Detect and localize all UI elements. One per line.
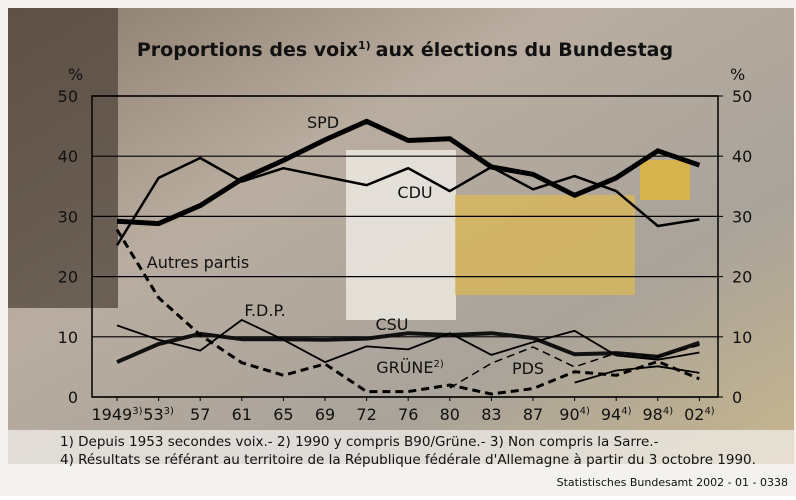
series-note: 2) xyxy=(434,359,444,370)
x-tick-text: 72 xyxy=(356,405,376,424)
y2-tick-label: 0 xyxy=(732,388,742,407)
series-name: CSU xyxy=(375,315,408,334)
footnote: 4) Résultats se référant au territoire d… xyxy=(60,452,756,468)
y2-tick-label: 30 xyxy=(732,207,752,226)
x-tick-text: 1949 xyxy=(92,405,133,424)
series-label: Autres partis xyxy=(147,253,249,272)
chart-title: Proportions des voix1) aux élections du B… xyxy=(137,39,673,61)
series-name: F.D.P. xyxy=(244,301,285,320)
x-tick-text: 98 xyxy=(642,405,662,424)
title-text: aux élections du Bundestag xyxy=(376,39,673,61)
series-label: CDU xyxy=(397,183,432,202)
x-tick-note: 4) xyxy=(663,406,673,417)
x-tick-text: 94 xyxy=(601,405,621,424)
y-tick-label: 50 xyxy=(58,87,78,106)
x-tick-text: 83 xyxy=(481,405,501,424)
chart: Proportions des voix1) aux élections du B… xyxy=(0,0,796,496)
x-tick-label: 87 xyxy=(523,405,543,424)
x-tick-note: 3) xyxy=(132,406,142,417)
x-tick-text: 80 xyxy=(440,405,460,424)
x-tick-note: 4) xyxy=(704,406,714,417)
x-tick-label: 72 xyxy=(356,405,376,424)
x-tick-text: 57 xyxy=(190,405,210,424)
y2-tick-label: 50 xyxy=(732,87,752,106)
y-unit: % xyxy=(68,65,83,84)
y-tick-label: 20 xyxy=(58,268,78,287)
series-name: SPD xyxy=(307,113,339,132)
series-name: Autres partis xyxy=(147,253,249,272)
x-tick-note: 4) xyxy=(580,406,590,417)
x-tick-label: 57 xyxy=(190,405,210,424)
x-tick-label: 80 xyxy=(440,405,460,424)
x-tick-text: 65 xyxy=(273,405,293,424)
y2-unit: % xyxy=(730,65,745,84)
y-tick-label: 0 xyxy=(68,388,78,407)
x-tick-text: 69 xyxy=(315,405,335,424)
y2-tick-label: 20 xyxy=(732,268,752,287)
y2-tick-label: 10 xyxy=(732,328,752,347)
title-text: Proportions des voix xyxy=(137,39,358,61)
x-tick-note: 3) xyxy=(164,406,174,417)
x-tick-text: 02 xyxy=(684,405,704,424)
x-tick-text: 90 xyxy=(559,405,579,424)
x-tick-label: 76 xyxy=(398,405,418,424)
photo-cup xyxy=(640,160,690,200)
photo-ballot xyxy=(346,150,456,320)
series-label: PDS xyxy=(512,359,544,378)
x-tick-text: 53 xyxy=(143,405,163,424)
series-label: SPD xyxy=(307,113,339,132)
photo-envelope xyxy=(455,195,635,295)
y2-tick-label: 40 xyxy=(732,147,752,166)
x-tick-text: 76 xyxy=(398,405,418,424)
y-tick-label: 30 xyxy=(58,207,78,226)
source: Statistisches Bundesamt 2002 - 01 - 0338 xyxy=(557,476,788,489)
x-tick-label: 83 xyxy=(481,405,501,424)
y-tick-label: 40 xyxy=(58,147,78,166)
x-tick-label: 69 xyxy=(315,405,335,424)
series-name: GRÜNE xyxy=(376,358,433,377)
series-label: F.D.P. xyxy=(244,301,285,320)
x-tick-label: 61 xyxy=(232,405,252,424)
x-tick-label: 65 xyxy=(273,405,293,424)
x-tick-text: 87 xyxy=(523,405,543,424)
series-name: CDU xyxy=(397,183,432,202)
x-tick-note: 4) xyxy=(621,406,631,417)
footnote: 1) Depuis 1953 secondes voix.- 2) 1990 y… xyxy=(60,434,659,450)
y-tick-label: 10 xyxy=(58,328,78,347)
series-label: CSU xyxy=(375,315,408,334)
title-note: 1) xyxy=(358,39,371,52)
series-name: PDS xyxy=(512,359,544,378)
x-tick-text: 61 xyxy=(232,405,252,424)
